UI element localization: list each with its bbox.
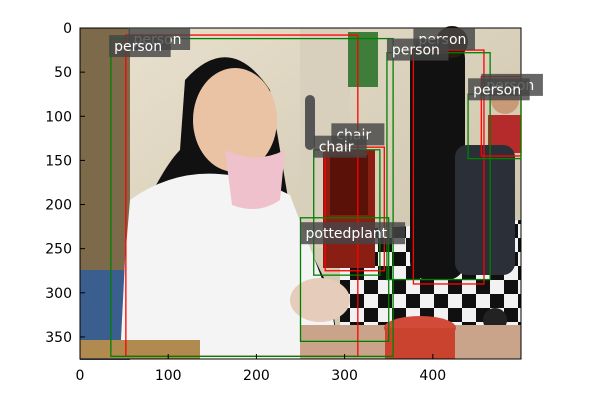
detection-tag-3: person bbox=[386, 38, 449, 61]
detection-label-5: person bbox=[473, 82, 521, 98]
x-tick-label-3: 300 bbox=[331, 368, 358, 384]
detection-box-1 bbox=[110, 37, 394, 358]
detection-tag-7: chair bbox=[313, 135, 367, 158]
x-tick-label-0: 0 bbox=[76, 368, 85, 384]
y-tick-label-0: 0 bbox=[63, 21, 72, 37]
axes-frame bbox=[79, 27, 522, 360]
detection-label-bg-3 bbox=[386, 38, 449, 61]
detection-label-8: pottedplant bbox=[306, 226, 388, 242]
y-tick-label-1: 50 bbox=[54, 65, 72, 81]
y-tick-label-5: 250 bbox=[45, 242, 72, 258]
y-tick-label-2: 100 bbox=[45, 109, 72, 125]
y-axis-ticks: 0 50 100 150 200 250 300 350 bbox=[45, 21, 85, 346]
y-tick-label-3: 150 bbox=[45, 153, 72, 169]
y-tick-label-7: 350 bbox=[45, 330, 72, 346]
detection-box-2 bbox=[412, 49, 485, 285]
x-tick-label-4: 400 bbox=[419, 368, 446, 384]
detection-label-bg-5 bbox=[468, 78, 530, 101]
detection-tag-1: person bbox=[109, 35, 171, 58]
x-tick-label-2: 200 bbox=[243, 368, 270, 384]
detection-box-8 bbox=[299, 217, 390, 342]
detection-tag-5: person bbox=[468, 78, 530, 101]
detection-label-bg-8 bbox=[300, 222, 406, 245]
detection-labels: personpersonpersonpersonpersonpersonchai… bbox=[109, 28, 543, 245]
photo bbox=[80, 26, 521, 360]
detection-label-7: chair bbox=[319, 140, 354, 156]
detection-label-1: person bbox=[114, 39, 162, 55]
x-tick-label-1: 100 bbox=[155, 368, 182, 384]
detection-label-bg-7 bbox=[313, 135, 367, 158]
x-axis-ticks: 0 100 200 300 400 bbox=[76, 354, 446, 384]
detection-tag-8: pottedplant bbox=[300, 222, 406, 245]
detection-label-3: person bbox=[392, 43, 440, 59]
y-tick-label-4: 200 bbox=[45, 198, 72, 214]
detection-label-bg-1 bbox=[109, 35, 171, 58]
y-tick-label-6: 300 bbox=[45, 286, 72, 302]
